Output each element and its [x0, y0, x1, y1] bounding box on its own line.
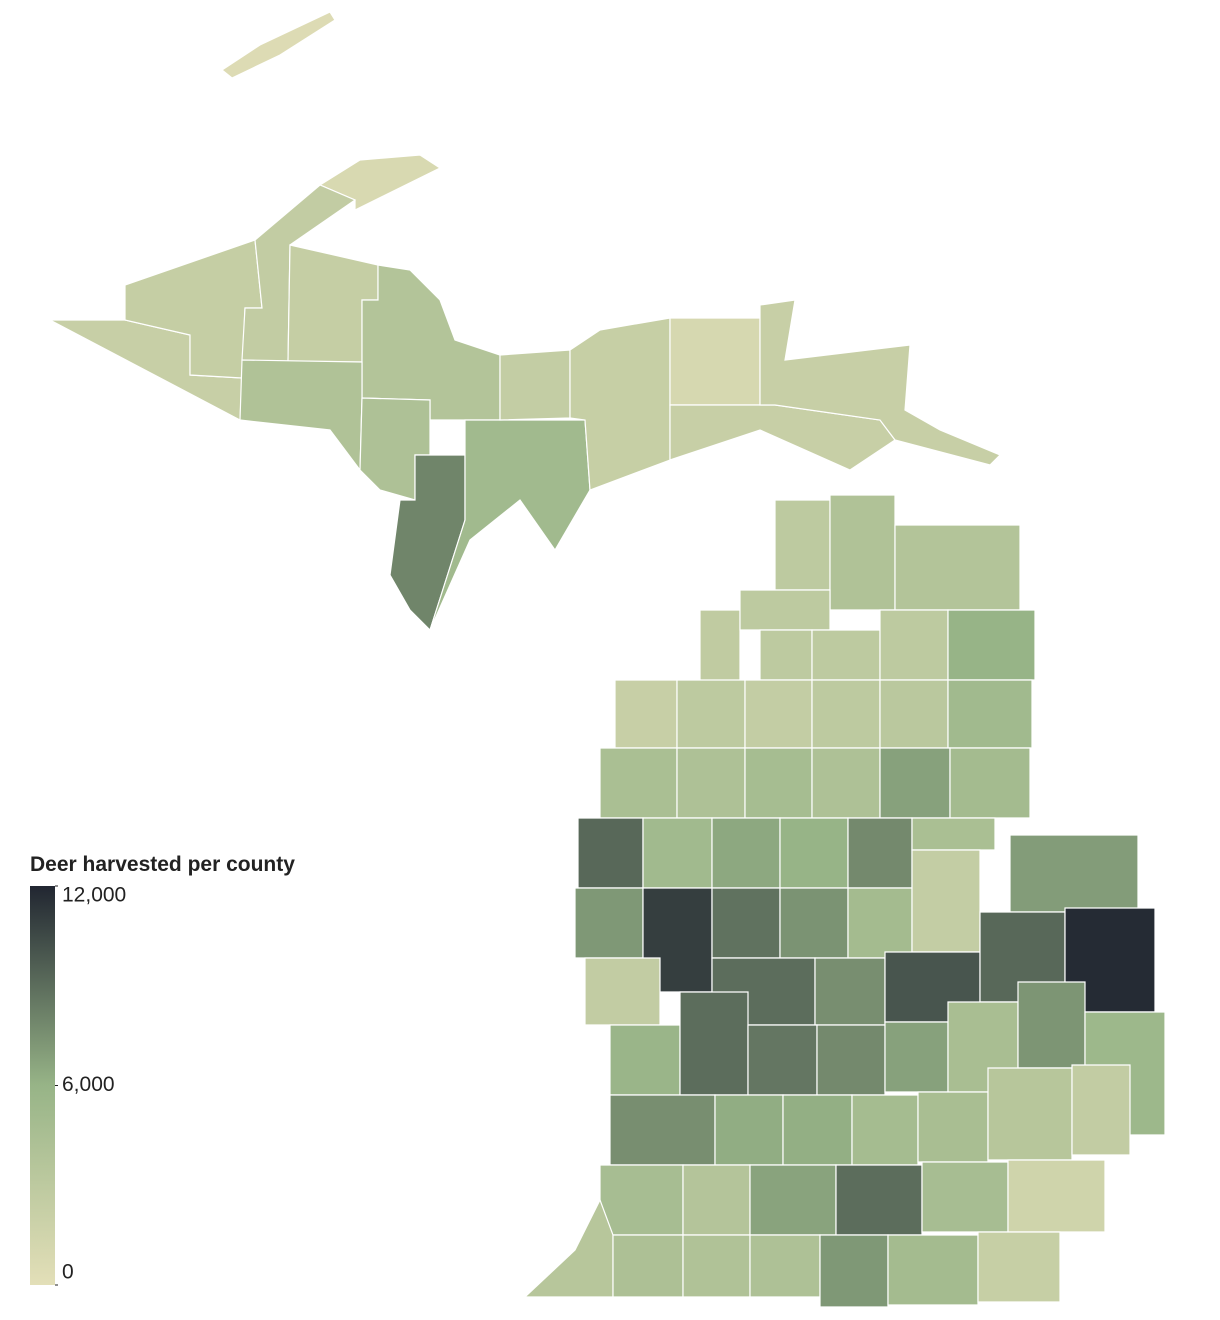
county — [1009, 834, 1139, 913]
county — [744, 747, 813, 819]
county — [987, 1067, 1073, 1161]
county — [779, 887, 849, 959]
county — [977, 1231, 1061, 1303]
county — [782, 1094, 853, 1166]
county — [1071, 1064, 1131, 1156]
county — [682, 1234, 751, 1298]
county — [1017, 981, 1086, 1069]
county — [676, 747, 746, 819]
county — [569, 317, 671, 491]
county — [911, 817, 996, 851]
county — [779, 817, 849, 889]
county — [523, 1198, 614, 1298]
county — [887, 1234, 979, 1306]
county — [614, 679, 678, 749]
county — [749, 1164, 837, 1236]
county — [816, 1024, 886, 1096]
county — [239, 359, 363, 472]
county — [814, 957, 886, 1026]
county — [759, 629, 813, 681]
county — [1007, 1159, 1106, 1233]
county — [879, 679, 949, 749]
county — [835, 1164, 923, 1236]
county — [894, 524, 1021, 611]
county — [884, 1021, 949, 1093]
county — [714, 1094, 784, 1166]
county — [679, 991, 749, 1096]
county — [499, 349, 571, 421]
county — [682, 1164, 751, 1236]
county — [851, 1094, 919, 1166]
county — [847, 817, 913, 889]
county — [829, 494, 896, 611]
county — [361, 264, 501, 421]
county — [774, 499, 831, 591]
county — [921, 1161, 1009, 1233]
county — [744, 679, 813, 749]
county — [811, 629, 881, 681]
legend-tick-label: 12,000 — [62, 884, 126, 907]
county — [739, 589, 831, 631]
county — [811, 747, 881, 819]
legend-title: Deer harvested per county — [30, 853, 295, 876]
county — [949, 747, 1031, 819]
county — [577, 817, 644, 889]
county — [609, 1094, 716, 1166]
county — [879, 747, 951, 819]
county — [749, 1234, 821, 1298]
county — [879, 609, 949, 681]
county — [811, 679, 881, 749]
county — [711, 887, 781, 959]
county — [676, 679, 746, 749]
county — [584, 957, 661, 1026]
county — [599, 747, 678, 819]
county — [947, 679, 1033, 749]
county — [711, 817, 781, 889]
county — [947, 609, 1036, 681]
county — [612, 1234, 684, 1298]
county — [699, 609, 741, 691]
legend-bar — [30, 886, 55, 1285]
legend-tick-label: 0 — [62, 1261, 74, 1284]
county — [574, 887, 644, 959]
county — [599, 1164, 684, 1236]
county — [220, 11, 336, 79]
legend-tick-label: 6,000 — [62, 1073, 115, 1096]
counties — [49, 11, 1166, 1308]
county — [917, 1091, 989, 1163]
county — [747, 1024, 818, 1096]
county — [759, 299, 1002, 466]
county — [642, 817, 713, 889]
county — [819, 1234, 889, 1308]
county — [847, 887, 913, 959]
county — [609, 1024, 681, 1096]
county — [669, 317, 761, 406]
county — [911, 849, 981, 953]
